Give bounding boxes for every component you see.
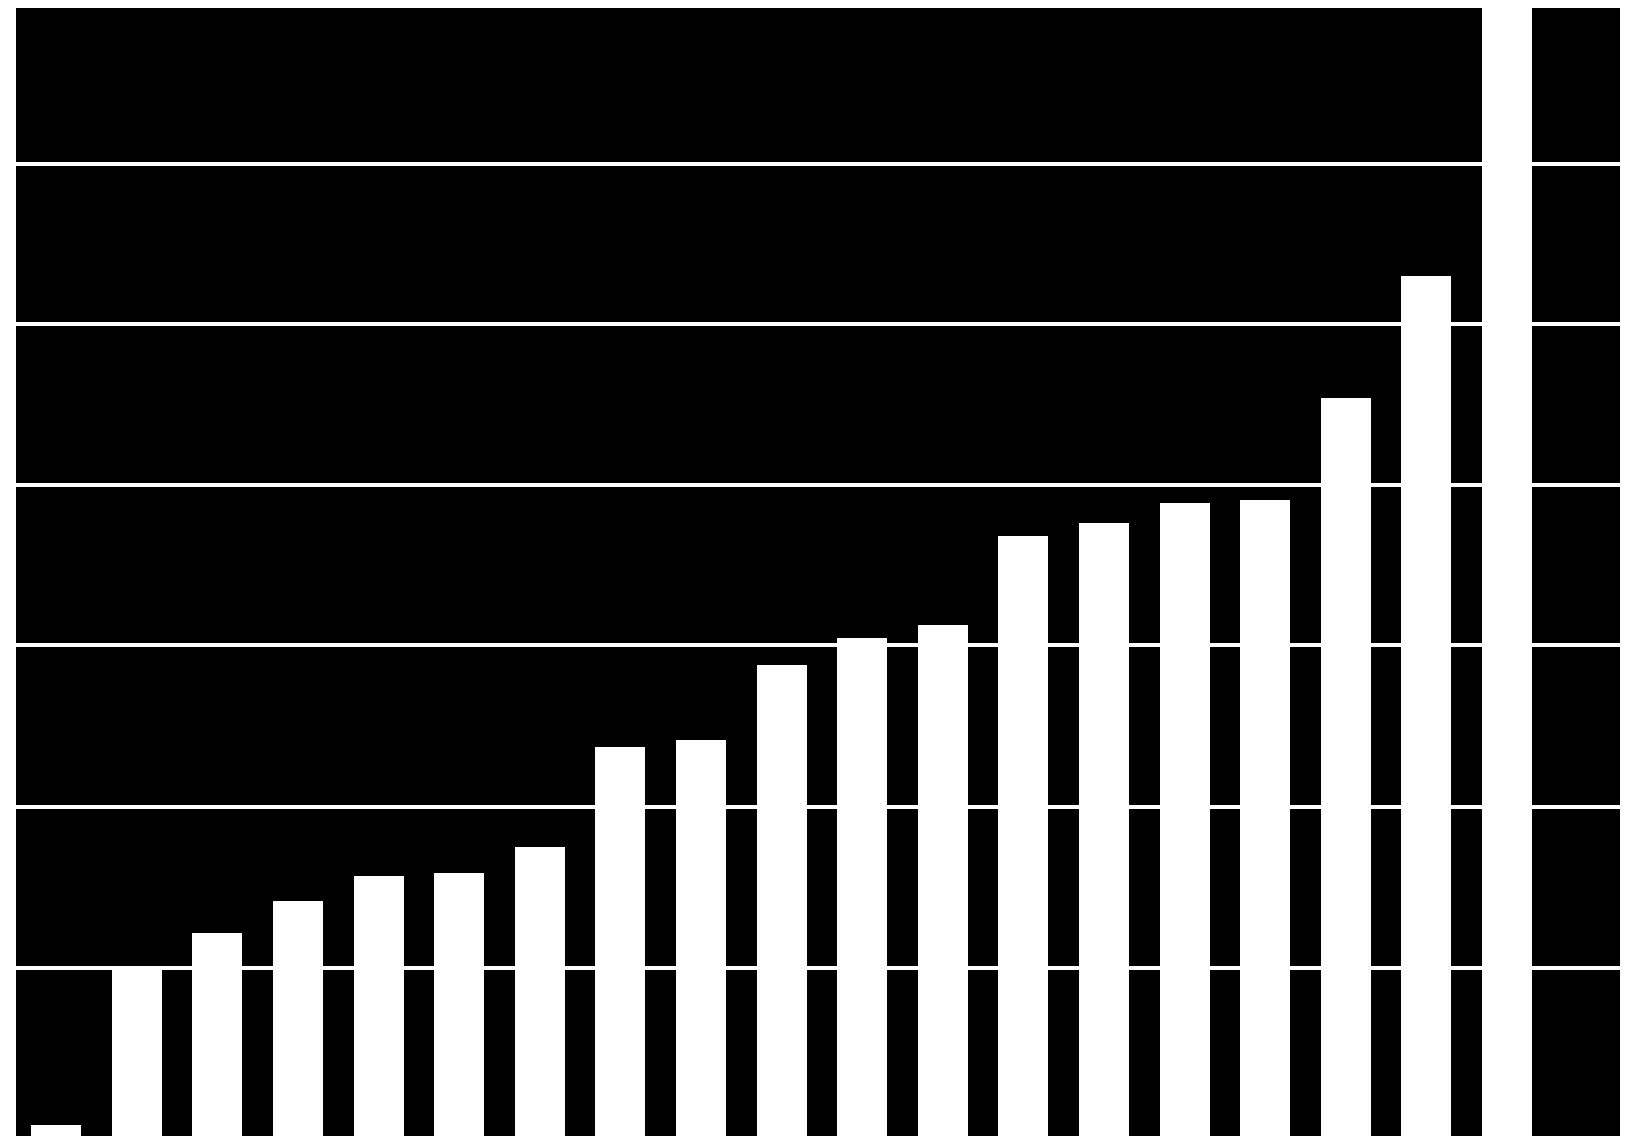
bar-12	[998, 536, 1048, 1136]
bar-15	[1240, 500, 1290, 1136]
bar-2	[192, 933, 242, 1136]
bar-4	[354, 876, 404, 1136]
bar-17	[1401, 276, 1451, 1136]
bar-0	[31, 1125, 81, 1136]
bar-3	[273, 901, 323, 1136]
bar-18	[1482, 8, 1532, 1136]
plot-area	[12, 4, 1624, 1140]
bar-1	[112, 966, 162, 1136]
bar-7	[595, 747, 645, 1136]
bar-16	[1321, 398, 1371, 1136]
bar-6	[515, 847, 565, 1136]
bar-5	[434, 873, 484, 1136]
bar-8	[676, 740, 726, 1136]
bars-container	[16, 8, 1620, 1136]
bar-13	[1079, 523, 1129, 1136]
bar-9	[757, 665, 807, 1136]
bar-10	[837, 638, 887, 1136]
bar-14	[1160, 503, 1210, 1136]
bar-chart	[0, 0, 1638, 1144]
bar-11	[918, 625, 968, 1136]
